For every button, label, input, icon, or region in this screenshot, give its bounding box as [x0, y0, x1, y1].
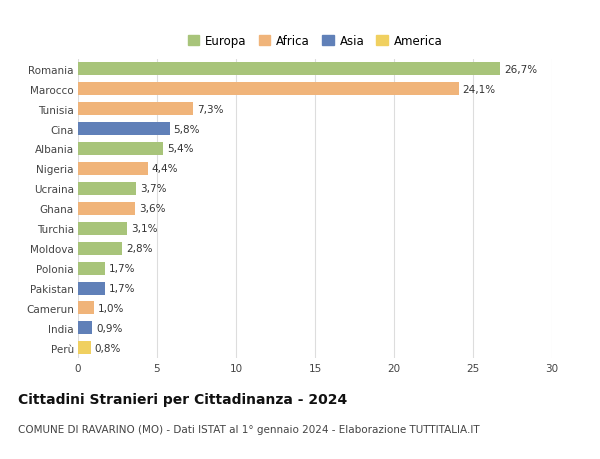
Bar [78, 103, 193, 116]
Bar [78, 63, 500, 76]
Text: 2,8%: 2,8% [126, 244, 152, 254]
Bar [78, 282, 105, 295]
Bar [78, 222, 127, 235]
Bar [78, 322, 92, 335]
Text: 1,0%: 1,0% [98, 303, 124, 313]
Bar [78, 242, 122, 255]
Text: 3,1%: 3,1% [131, 224, 157, 234]
Text: 26,7%: 26,7% [504, 65, 537, 75]
Text: COMUNE DI RAVARINO (MO) - Dati ISTAT al 1° gennaio 2024 - Elaborazione TUTTITALI: COMUNE DI RAVARINO (MO) - Dati ISTAT al … [18, 425, 479, 435]
Bar [78, 202, 135, 215]
Text: 3,6%: 3,6% [139, 204, 166, 214]
Text: Cittadini Stranieri per Cittadinanza - 2024: Cittadini Stranieri per Cittadinanza - 2… [18, 392, 347, 406]
Text: 3,7%: 3,7% [140, 184, 167, 194]
Bar [78, 262, 105, 275]
Bar [78, 143, 163, 156]
Bar [78, 162, 148, 175]
Text: 0,9%: 0,9% [96, 323, 122, 333]
Text: 7,3%: 7,3% [197, 104, 224, 114]
Text: 5,8%: 5,8% [173, 124, 200, 134]
Text: 1,7%: 1,7% [109, 283, 136, 293]
Legend: Europa, Africa, Asia, America: Europa, Africa, Asia, America [187, 35, 443, 48]
Bar [78, 341, 91, 354]
Text: 0,8%: 0,8% [95, 343, 121, 353]
Text: 4,4%: 4,4% [151, 164, 178, 174]
Bar [78, 183, 136, 196]
Bar [78, 83, 459, 96]
Bar [78, 302, 94, 315]
Text: 1,7%: 1,7% [109, 263, 136, 274]
Bar [78, 123, 170, 136]
Text: 24,1%: 24,1% [463, 84, 496, 95]
Text: 5,4%: 5,4% [167, 144, 194, 154]
